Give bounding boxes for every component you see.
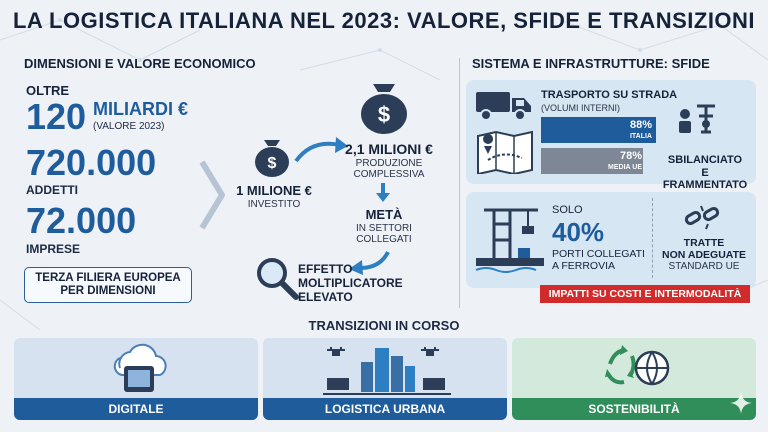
invest-label: INVESTITO: [247, 199, 301, 210]
bar-name-italia: ITALIA: [629, 133, 652, 140]
card-logistica-urbana-label: LOGISTICA URBANA: [263, 398, 507, 420]
porti-line2: A FERROVIA: [552, 260, 616, 272]
bar-fill-italia: [541, 117, 656, 143]
meta-title: METÀ: [365, 207, 403, 222]
road-title: TRASPORTO SU STRADA: [541, 89, 678, 101]
sbilanciato-line2: E FRAMMENTATO: [662, 167, 748, 191]
money-bag-large-icon: $: [361, 84, 407, 134]
tratte-line2: NON ADEGUATE: [662, 249, 746, 261]
produzione-amount: 2,1 MILIONI €: [345, 141, 433, 157]
imprese-number: 72.000: [26, 200, 137, 241]
road-subtitle: (VOLUMI INTERNI): [541, 103, 621, 113]
magnifier-icon: [257, 258, 299, 300]
bar-track-italia: 88% ITALIA: [541, 117, 656, 143]
money-bag-small-icon: $: [255, 140, 289, 177]
bar-track-ue: 78% MEDIA UE: [541, 148, 656, 174]
imprese-label: IMPRESE: [26, 242, 81, 256]
tratte-line3: STANDARD UE: [668, 261, 740, 272]
bar-pct-ue: 78%: [619, 150, 642, 162]
solo-label: SOLO: [552, 204, 583, 216]
page-title: LA LOGISTICA ITALIANA NEL 2023: VALORE, …: [12, 8, 756, 33]
oltre-label: OLTRE: [26, 83, 70, 98]
truck-icon: [476, 92, 531, 121]
broken-chain-icon: [684, 205, 720, 230]
invest-amount: 1 MILIONE €: [236, 183, 312, 198]
section-divider: [459, 58, 460, 308]
fragmented-network-icon: [679, 104, 715, 134]
value-number: 120: [26, 96, 87, 137]
sbilanciato-line1: SBILANCIATO: [667, 154, 743, 166]
produzione-line1: PRODUZIONE: [355, 158, 423, 169]
curved-arrow-up-icon: [294, 137, 348, 163]
tratte-line1: TRATTE: [683, 237, 725, 249]
curved-arrow-left-icon: [349, 251, 390, 275]
sistema-heading: SISTEMA E INFRASTRUTTURE: SFIDE: [472, 56, 710, 71]
addetti-number: 720.000: [26, 142, 157, 183]
effetto-line2: MOLTIPLICATORE: [298, 276, 403, 290]
dimensioni-heading: DIMENSIONI E VALORE ECONOMICO: [24, 56, 256, 71]
card-digitale: DIGITALE: [14, 338, 258, 420]
filiera-badge: TERZA FILIERA EUROPEA PER DIMENSIONI: [24, 267, 192, 303]
ports-panel: [466, 192, 756, 288]
city-drones-icon: [323, 347, 451, 395]
filiera-line2: PER DIMENSIONI: [60, 285, 156, 297]
svg-text:$: $: [378, 102, 390, 127]
produzione-line2: COMPLESSIVA: [353, 169, 425, 180]
bar-pct-italia: 88%: [629, 119, 652, 131]
card-digitale-label: DIGITALE: [14, 398, 258, 420]
impatti-banner: IMPATTI SU COSTI E INTERMODALITÀ: [540, 285, 750, 303]
effetto-line1: EFFETTO: [298, 262, 353, 276]
bar-fill-ue: [541, 148, 643, 174]
transizioni-heading: TRANSIZIONI IN CORSO: [308, 318, 460, 333]
cloud-tablet-icon: [113, 343, 167, 392]
porti-percent: 40%: [552, 217, 605, 247]
ports-divider: [652, 198, 653, 278]
card-sostenibilita: SOSTENIBILITÀ: [512, 338, 756, 420]
map-route-icon: [477, 130, 533, 174]
svg-text:$: $: [268, 155, 277, 172]
card-sostenibilita-label: SOSTENIBILITÀ: [512, 398, 756, 420]
meta-line1: IN SETTORI: [356, 223, 412, 234]
chevron-right-icon: [199, 160, 225, 230]
value-unit: MILIARDI €: [93, 99, 189, 119]
porti-line1: PORTI COLLEGATI: [552, 248, 645, 260]
effetto-line3: ELEVATO: [298, 290, 353, 304]
arrow-down-icon: [376, 183, 390, 202]
recycle-globe-icon: [605, 345, 670, 386]
value-note: (VALORE 2023): [93, 121, 165, 132]
addetti-label: ADDETTI: [26, 183, 78, 197]
bar-name-ue: MEDIA UE: [608, 164, 642, 171]
sparkle-icon: [730, 392, 752, 414]
filiera-line1: TERZA FILIERA EUROPEA: [35, 272, 181, 284]
meta-line2: COLLEGATI: [356, 234, 412, 245]
card-logistica-urbana: LOGISTICA URBANA: [263, 338, 507, 420]
port-crane-icon: [475, 208, 544, 273]
